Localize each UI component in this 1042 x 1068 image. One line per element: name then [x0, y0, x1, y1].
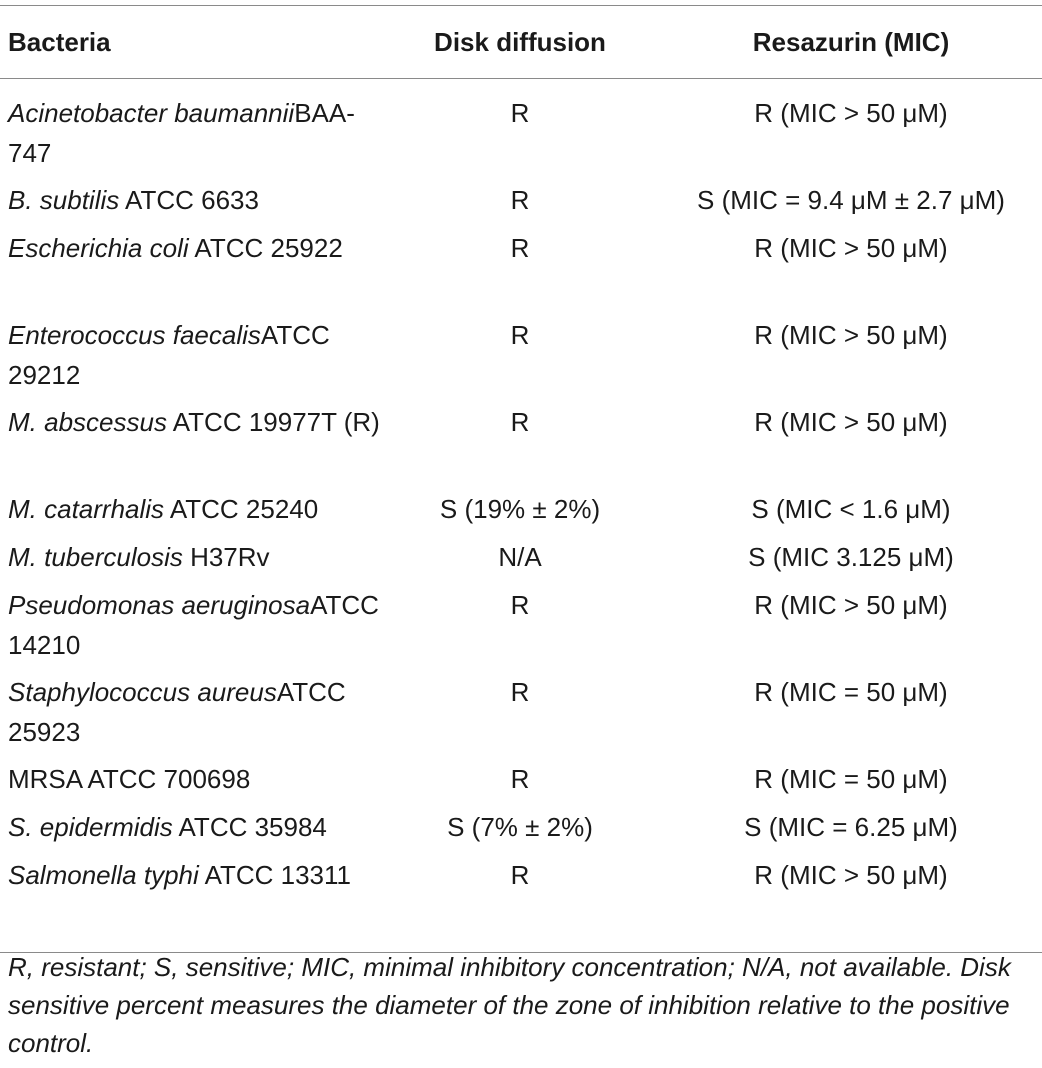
table-row: Pseudomonas aeruginosaATCC 14210 R R (MIC … [0, 585, 1042, 672]
disk-diffusion-cell: R [510, 233, 530, 263]
disk-diffusion-cell: R [510, 590, 530, 620]
bacteria-strain: ATCC 25923 [8, 677, 353, 747]
bacteria-cell: M. abscessus ATCC 19977T (R) [0, 402, 380, 489]
disk-diffusion-cell: S (7% ± 2%) [447, 812, 593, 842]
bacteria-strain: BAA-747 [8, 98, 355, 168]
table-body: Acinetobacter baumanniiBAA-747 R R (MIC > … [0, 79, 1042, 953]
table-row: Enterococcus faecalisATCC 29212 R R (MIC >… [0, 315, 1042, 402]
resazurin-cell: S (MIC = 6.25 μM) [744, 812, 958, 842]
bacteria-species: Escherichia coli [8, 233, 189, 263]
header-disk-diffusion: Disk diffusion [434, 26, 606, 57]
bacteria-strain: ATCC 13311 [198, 860, 352, 890]
table-row: S. epidermidis ATCC 35984 S (7% ± 2%) S (M… [0, 807, 1042, 855]
bacteria-strain: ATCC 14210 [8, 590, 387, 660]
disk-diffusion-cell: R [510, 764, 530, 794]
table-row: M. tuberculosis H37Rv N/A S (MIC 3.125 μM) [0, 537, 1042, 585]
table-row: M. abscessus ATCC 19977T (R) R R (MIC > 50… [0, 402, 1042, 489]
bacteria-cell: Enterococcus faecalisATCC 29212 [0, 315, 380, 402]
resazurin-cell: R (MIC = 50 μM) [754, 677, 948, 707]
bacteria-strain: ATCC 6633 [119, 185, 259, 215]
bacteria-cell: Staphylococcus aureusATCC 25923 [0, 672, 380, 759]
bacteria-cell: MRSA ATCC 700698 [0, 759, 380, 807]
bacteria-species: Pseudomonas aeruginosa [8, 590, 311, 620]
header-resazurin: Resazurin (MIC) [752, 26, 950, 57]
disk-diffusion-cell: R [380, 855, 660, 953]
bacteria-cell: M. tuberculosis H37Rv [0, 537, 380, 585]
bacteria-species: Salmonella typhi [8, 860, 199, 890]
table-row: Staphylococcus aureusATCC 25923 R R (MIC =… [0, 672, 1042, 759]
resazurin-cell: R (MIC > 50 μM) [754, 233, 948, 263]
bacteria-species: B. subtilis [8, 185, 120, 215]
bacteria-cell: Escherichia coli ATCC 25922 [0, 228, 380, 315]
disk-diffusion-cell: R [510, 185, 530, 215]
bacteria-strain: MRSA ATCC 700698 [8, 764, 251, 794]
bacteria-species: Staphylococcus aureus [8, 677, 277, 707]
bacteria-cell: B. subtilis ATCC 6633 [0, 180, 380, 228]
resazurin-cell: S (MIC 3.125 μM) [748, 542, 954, 572]
results-table: Bacteria Disk diffusion Resazurin (MIC) … [0, 5, 1042, 953]
bacteria-species: Acinetobacter baumannii [8, 98, 295, 128]
bacteria-cell: Acinetobacter baumanniiBAA-747 [0, 79, 380, 181]
disk-diffusion-cell: S (19% ± 2%) [439, 494, 601, 524]
disk-diffusion-cell: R [510, 320, 530, 350]
disk-diffusion-cell: N/A [498, 542, 542, 572]
table-row: B. subtilis ATCC 6633 R S (MIC = 9.4 μM ± … [0, 180, 1042, 228]
bacteria-strain: ATCC 29212 [8, 320, 337, 390]
bacteria-species: S. epidermidis [8, 812, 173, 842]
bacteria-cell: S. epidermidis ATCC 35984 [0, 807, 380, 855]
disk-diffusion-cell: R [510, 98, 530, 128]
table-row: Acinetobacter baumanniiBAA-747 R R (MIC > … [0, 79, 1042, 181]
bacteria-cell: Pseudomonas aeruginosaATCC 14210 [0, 585, 380, 672]
resazurin-cell: R (MIC > 50 μM) [754, 98, 948, 128]
table-footnote: R, resistant; S, sensitive; MIC, minimal… [8, 952, 1011, 1058]
resazurin-cell: S (MIC < 1.6 μM) [751, 494, 951, 524]
bacteria-strain: H37Rv [182, 542, 270, 572]
bacteria-strain: ATCC 19977T (R) [166, 407, 380, 437]
resazurin-cell: R (MIC = 50 μM) [754, 764, 948, 794]
disk-diffusion-cell: R [510, 677, 530, 707]
bacteria-cell: Salmonella typhi ATCC 13311 [0, 855, 380, 953]
resazurin-cell: R (MIC > 50 μM) [754, 320, 948, 350]
table-row: Escherichia coli ATCC 25922 R R (MIC > 50 … [0, 228, 1042, 315]
disk-diffusion-cell: R [510, 407, 530, 437]
bacteria-strain: ATCC 25922 [188, 233, 343, 263]
bacteria-cell: M. catarrhalis ATCC 25240 [0, 489, 380, 537]
bacteria-strain: ATCC 25240 [164, 494, 319, 524]
header-bacteria: Bacteria [8, 26, 111, 57]
resazurin-cell: R (MIC > 50 μM) [754, 590, 948, 620]
table-row: MRSA ATCC 700698 R R (MIC = 50 μM) [0, 759, 1042, 807]
resazurin-cell: S (MIC = 9.4 μM ± 2.7 μM) [697, 185, 1005, 215]
resazurin-cell: R (MIC > 50 μM) [754, 407, 948, 437]
bacteria-strain: ATCC 35984 [172, 812, 327, 842]
table-row: M. catarrhalis ATCC 25240 S (19% ± 2%) S (… [0, 489, 1042, 537]
table-row: Salmonella typhi ATCC 13311 R R (MIC > 50 … [0, 855, 1042, 953]
table-header-row: Bacteria Disk diffusion Resazurin (MIC) [0, 5, 1042, 79]
bacteria-species: M. abscessus [8, 407, 167, 437]
bacteria-species: M. tuberculosis [8, 542, 183, 572]
bacteria-species: M. catarrhalis [8, 494, 165, 524]
resazurin-cell: R (MIC > 50 μM) [660, 855, 1042, 953]
bacteria-species: Enterococcus faecalis [8, 320, 261, 350]
